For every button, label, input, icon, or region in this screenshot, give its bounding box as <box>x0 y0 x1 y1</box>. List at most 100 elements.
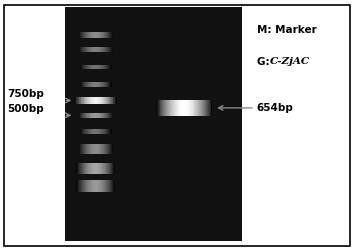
Bar <box>79 97 80 104</box>
Bar <box>103 163 104 174</box>
Bar <box>86 31 87 38</box>
Bar <box>164 100 165 116</box>
Bar <box>159 100 160 116</box>
Bar <box>192 100 193 116</box>
Bar <box>80 129 81 134</box>
Bar <box>106 97 107 104</box>
Bar <box>95 113 96 118</box>
Bar <box>90 113 91 118</box>
Bar <box>87 181 88 191</box>
Bar <box>96 47 97 52</box>
Bar <box>91 31 92 38</box>
Bar <box>196 100 197 116</box>
Bar <box>80 181 81 191</box>
Bar <box>176 100 177 116</box>
Bar <box>109 97 110 104</box>
Bar <box>94 82 95 87</box>
Bar <box>114 163 115 174</box>
Bar <box>94 181 95 191</box>
Bar <box>83 144 84 154</box>
Bar <box>110 65 111 69</box>
Bar <box>88 144 89 154</box>
Bar <box>82 97 83 104</box>
Bar <box>88 65 89 69</box>
Bar <box>83 65 84 69</box>
Bar <box>104 97 105 104</box>
Bar <box>103 129 104 134</box>
Bar <box>105 82 106 87</box>
Bar <box>203 100 204 116</box>
Bar <box>108 163 109 174</box>
Bar <box>165 100 166 116</box>
Bar <box>202 100 203 116</box>
Bar <box>90 129 91 134</box>
Bar <box>107 97 108 104</box>
Bar <box>97 129 98 134</box>
Bar <box>112 181 113 191</box>
Bar <box>84 163 85 174</box>
Bar <box>85 163 86 174</box>
Bar <box>209 100 210 116</box>
Bar <box>101 181 102 191</box>
Bar <box>84 97 85 104</box>
Bar <box>103 82 104 87</box>
Bar <box>105 65 106 69</box>
Bar <box>84 129 85 134</box>
Bar <box>191 100 192 116</box>
Bar <box>111 113 112 118</box>
Bar <box>91 65 92 69</box>
Bar <box>110 181 111 191</box>
Bar <box>97 31 98 38</box>
Bar <box>101 163 102 174</box>
Bar <box>81 163 82 174</box>
Bar <box>80 82 81 87</box>
Bar <box>99 82 100 87</box>
Bar <box>172 100 173 116</box>
Bar <box>174 100 175 116</box>
Bar <box>115 97 116 104</box>
Bar <box>194 100 195 116</box>
Bar <box>99 31 100 38</box>
Bar <box>97 65 98 69</box>
Bar <box>90 31 91 38</box>
Text: M: M <box>89 0 102 5</box>
Bar <box>88 82 89 87</box>
Bar <box>94 47 95 52</box>
Bar <box>102 65 103 69</box>
Bar <box>109 82 110 87</box>
Bar <box>99 163 100 174</box>
Bar <box>167 100 168 116</box>
Bar <box>109 144 110 154</box>
Bar <box>100 97 101 104</box>
Bar <box>100 163 101 174</box>
Bar <box>107 82 108 87</box>
Bar <box>98 31 99 38</box>
Bar <box>107 181 108 191</box>
Bar <box>106 113 107 118</box>
Bar <box>89 65 90 69</box>
Bar <box>101 47 102 52</box>
Bar <box>84 82 85 87</box>
Bar <box>109 65 110 69</box>
Bar <box>90 47 91 52</box>
Bar <box>193 100 194 116</box>
Bar <box>99 47 100 52</box>
Bar <box>109 113 110 118</box>
Bar <box>86 97 87 104</box>
Bar <box>96 31 97 38</box>
Bar <box>177 100 178 116</box>
Bar <box>79 47 80 52</box>
Bar <box>157 100 158 116</box>
Bar <box>114 181 115 191</box>
Bar <box>83 181 84 191</box>
Bar <box>102 82 103 87</box>
Bar <box>84 113 85 118</box>
Bar <box>108 129 109 134</box>
Bar <box>207 100 208 116</box>
Bar <box>104 31 105 38</box>
Bar <box>94 31 95 38</box>
Bar <box>95 97 96 104</box>
Bar <box>78 163 79 174</box>
Bar <box>95 129 96 134</box>
Bar <box>96 65 97 69</box>
